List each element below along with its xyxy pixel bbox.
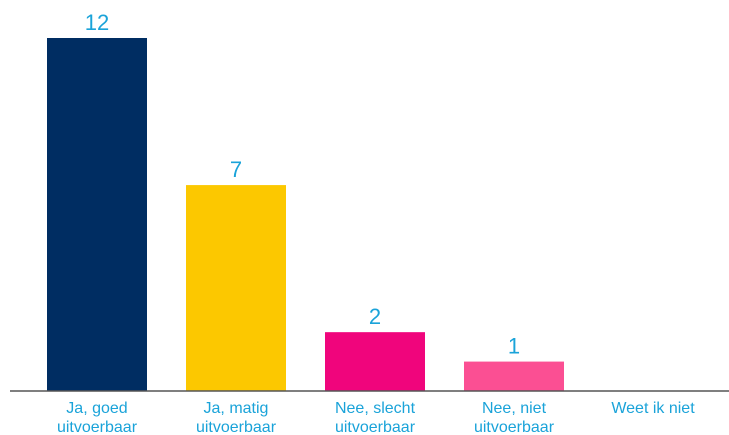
data-label-1: 7 [230, 157, 242, 182]
tick-label-3: Nee, niet uitvoerbaar [474, 400, 555, 435]
data-label-0: 12 [85, 10, 109, 35]
bar-0 [47, 38, 147, 391]
value-labels-group: 12 7 2 1 [85, 10, 520, 359]
data-label-2: 2 [369, 304, 381, 329]
bar-3 [464, 361, 564, 391]
bar-1 [186, 185, 286, 391]
tick-label-4: Weet ik niet [611, 400, 695, 417]
tick-label-0: Ja, goed uitvoerbaar [57, 400, 138, 435]
bars-group [47, 38, 564, 391]
tick-labels-group: Ja, goed uitvoerbaar Ja, matig uitvoerbaar N… [57, 400, 695, 435]
data-label-3: 1 [508, 334, 520, 359]
tick-label-1: Ja, matig uitvoerbaar [196, 400, 277, 435]
tick-label-2: Nee, slecht uitvoerbaar [335, 400, 416, 435]
bar-2 [325, 332, 425, 391]
